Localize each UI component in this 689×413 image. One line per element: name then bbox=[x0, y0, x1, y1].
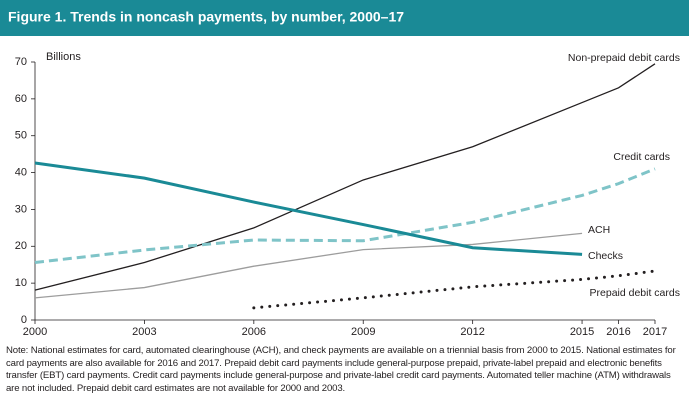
title-bar bbox=[0, 0, 689, 36]
y-tick-label: 10 bbox=[15, 277, 27, 289]
series-label: Prepaid debit cards bbox=[590, 287, 680, 299]
series-label: Checks bbox=[588, 250, 623, 262]
series-label: Credit cards bbox=[613, 151, 670, 163]
x-tick-label: 2017 bbox=[643, 326, 667, 338]
series-label: Non-prepaid debit cards bbox=[568, 52, 680, 64]
y-tick-label: 50 bbox=[15, 130, 27, 142]
y-axis-label: Billions bbox=[46, 51, 81, 63]
series-line bbox=[34, 232, 583, 299]
x-tick-label: 2009 bbox=[351, 326, 375, 338]
y-tick-label: 30 bbox=[15, 203, 27, 215]
x-tick-label: 2003 bbox=[132, 326, 156, 338]
chart: Figure 1. Trends in noncash payments, by… bbox=[0, 0, 689, 338]
x-tick-label: 2016 bbox=[606, 326, 630, 338]
y-tick-label: 70 bbox=[15, 56, 27, 68]
y-tick-label: 20 bbox=[15, 240, 27, 252]
series-line bbox=[34, 167, 656, 264]
x-tick-label: 2006 bbox=[242, 326, 266, 338]
x-tick-label: 2015 bbox=[570, 326, 594, 338]
y-tick-label: 40 bbox=[15, 166, 27, 178]
note: Note: National estimates for card, autom… bbox=[6, 345, 676, 394]
series-label: ACH bbox=[588, 224, 610, 236]
series-line bbox=[34, 161, 583, 256]
x-tick-label: 2012 bbox=[460, 326, 484, 338]
x-tick-label: 2000 bbox=[23, 326, 47, 338]
y-tick-label: 0 bbox=[21, 314, 27, 326]
series-line bbox=[34, 63, 656, 291]
chart-title: Figure 1. Trends in noncash payments, by… bbox=[8, 9, 404, 25]
y-tick-label: 60 bbox=[15, 93, 27, 105]
